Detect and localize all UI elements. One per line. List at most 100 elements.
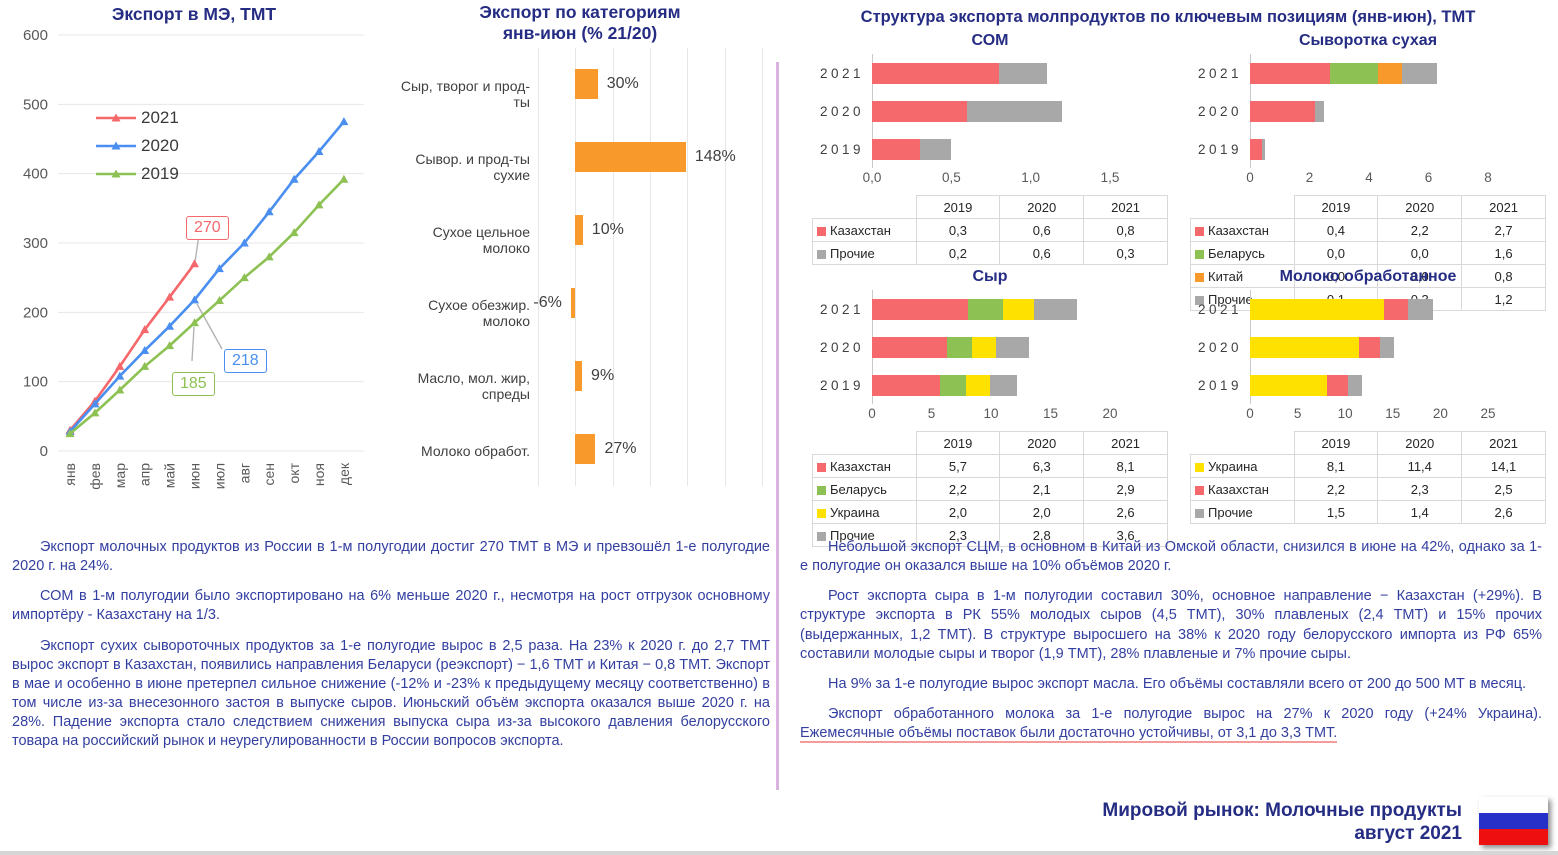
table-year-header: 2020: [999, 431, 1085, 455]
marker-triangle: [289, 228, 299, 237]
marker-triangle: [190, 318, 199, 327]
x-axis-ticks: 0,0 0,5 1,0 1,5: [863, 168, 1120, 188]
legend-swatch: [817, 508, 826, 518]
x-tick-label: 0: [1246, 406, 1254, 421]
table-header-row: 2019 2020 2021: [813, 431, 1168, 455]
bar-segment-Казахстан: [872, 62, 999, 84]
category-bar-chart: Экспорт по категориям янв-июн (% 21/20) …: [388, 2, 772, 532]
x-tick-label: 1,0: [1021, 170, 1041, 185]
series-name-cell: Украина: [1190, 454, 1295, 478]
bar-row-2020: 2020: [820, 92, 1168, 130]
category-label: Сывор. и прод-ты сухие: [415, 151, 530, 183]
milk-chart: Молоко обработанное 2021 2020 2019 0 5 10 15 20 2…: [1190, 268, 1546, 524]
table-row-Прочие: Прочие 1,5 1,4 2,6: [1190, 500, 1546, 524]
bar-segment-Прочие: [1315, 100, 1325, 122]
bar-row-2020: 2020: [820, 328, 1168, 366]
export-line-chart-title: Экспорт в МЭ, ТМТ: [111, 4, 277, 24]
x-tick-label: июл: [211, 463, 227, 489]
legend-marker: [96, 169, 136, 178]
value-cell: 2,6: [1083, 500, 1168, 524]
paragraph: Рост экспорта сыра в 1-м полугодии соста…: [800, 588, 1542, 662]
table-year-header: 2020: [999, 195, 1085, 219]
subchart-plot: 2021 2020 2019: [1190, 290, 1546, 404]
bar-segment-Украина: [1250, 298, 1385, 320]
callout-185: 185: [172, 372, 215, 396]
category-bar-chart-plot: Сыр, творог и прод-ты 30% Сывор. и прод-ты…: [388, 48, 772, 486]
structure-panel-title: Структура экспорта молпродуктов по ключе…: [860, 8, 1476, 26]
marker-triangle: [264, 252, 274, 261]
year-label: 2019: [1197, 141, 1242, 157]
x-tick-label: янв: [62, 463, 78, 486]
bar-track: [1250, 100, 1488, 122]
x-tick-label: 4: [1365, 170, 1373, 185]
bar-track: [1250, 138, 1488, 160]
bar-segment-Прочие: [1401, 62, 1438, 84]
bar-track: [1250, 62, 1488, 84]
bar-segment-Казахстан: [1384, 298, 1409, 320]
bar-segment-Украина: [1250, 374, 1328, 396]
bar-segment-Прочие: [995, 336, 1030, 358]
bar-value-label: 30%: [606, 75, 639, 92]
bar-value-label: 27%: [604, 440, 637, 457]
marker-triangle: [314, 200, 324, 209]
gridline-x: [575, 48, 577, 486]
legend-swatch: [1195, 508, 1204, 518]
legend-label: 2020: [141, 136, 179, 155]
table-row-Казахстан: Казахстан 2,2 2,3 2,5: [1190, 477, 1546, 501]
bar-track: [1250, 336, 1488, 358]
table-year-header: 2021: [1083, 195, 1168, 219]
value-cell: 0,4: [1293, 218, 1379, 242]
x-tick-label: 6: [1424, 170, 1433, 185]
table-header-row: 2019 2020 2021: [1191, 431, 1546, 455]
value-cell: 11,4: [1377, 454, 1463, 478]
x-tick-label: 15: [1385, 406, 1401, 421]
bar-track: [872, 100, 1110, 122]
series-name-cell: Прочие: [1190, 500, 1295, 524]
x-tick-label: дек: [336, 462, 352, 485]
bar-segment-Прочие: [1348, 374, 1363, 396]
x-tick-label: апр: [137, 463, 153, 486]
paragraph-lead: Экспорт обработанного молока за 1-е полу…: [828, 705, 1542, 722]
y-tick-label: 200: [23, 304, 48, 321]
category-label: Сухое обезжир. молоко: [428, 297, 530, 329]
x-tick-label: фев: [87, 463, 103, 490]
subchart-plot: 2021 2020 2019: [812, 290, 1168, 404]
marker-triangle: [165, 341, 175, 350]
subchart-title: Сыр: [972, 268, 1008, 285]
marker-triangle: [239, 238, 249, 247]
marker-triangle: [314, 146, 324, 155]
value-cell: 0,3: [1083, 241, 1168, 265]
x-tick-label: 0: [1246, 170, 1254, 185]
value-cell: 5,7: [915, 454, 1001, 478]
export-line-chart-plot: 0 100 200 300 400 500 600 янв фев мар апр май июн июл…: [23, 27, 364, 490]
series-name-cell: Прочие: [812, 241, 917, 265]
paragraph: На 9% за 1-е полугодие вырос экспорт мас…: [828, 675, 1527, 692]
bar-segment-Казахстан: [872, 138, 920, 160]
flag-stripe-blue: [1479, 813, 1548, 829]
legend-triangle: [111, 141, 121, 150]
legend-swatch: [1195, 295, 1204, 305]
marker-triangle: [190, 259, 199, 268]
paragraph: Небольшой экспорт СЦМ, в основном в Кита…: [800, 539, 1542, 575]
bar-segment-Казахстан: [1250, 100, 1316, 122]
legend-swatch: [817, 226, 826, 236]
callout-connector: [191, 326, 195, 362]
x-tick-label: май: [162, 463, 178, 488]
x-tick-label: 10: [1337, 406, 1353, 421]
y-tick-label: 300: [23, 235, 48, 252]
bar-row-2019: 2019: [820, 366, 1168, 404]
subchart-title: СОМ: [971, 32, 1009, 49]
marker-triangle: [65, 429, 75, 438]
bar-value-label: 148%: [694, 148, 736, 165]
value-cell: 2,1: [999, 477, 1085, 501]
series-name-cell: Беларусь: [1190, 241, 1295, 265]
gridline-x: [762, 48, 763, 486]
series-name-cell: Казахстан: [812, 218, 917, 242]
series-name-cell: Украина: [812, 500, 917, 524]
value-cell: 0,8: [1083, 218, 1168, 242]
series-line-2021: [69, 263, 196, 432]
x-axis-ticks: 0 2 4 6 8: [1246, 168, 1492, 188]
value-cell: 2,2: [915, 477, 1001, 501]
legend-triangle: [111, 169, 121, 178]
left-text-column: Экспорт молочных продуктов из России в 1…: [12, 538, 770, 762]
